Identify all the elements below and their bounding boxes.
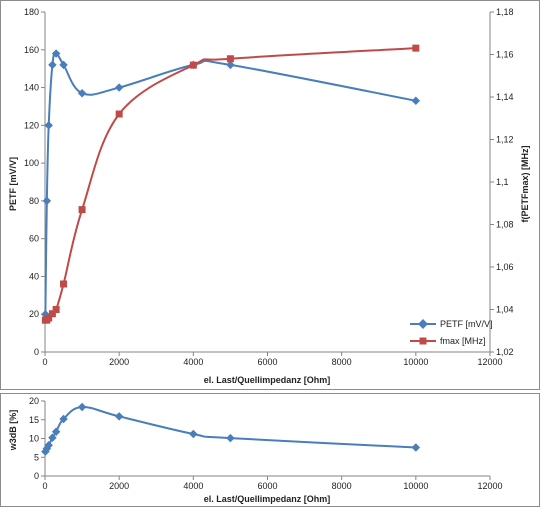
top-y2-axis-title: f(PETFmax) [MHz] xyxy=(520,146,530,223)
top-y-tick-label: 0 xyxy=(34,347,39,357)
top-y-axis-title: PETF [mV/V] xyxy=(8,157,18,211)
top-data-point-petf xyxy=(44,121,53,130)
bottom-x-tick-label: 6000 xyxy=(257,481,277,491)
bottom-data-point-w3db xyxy=(59,414,68,424)
top-y-tick-label: 120 xyxy=(24,120,39,130)
bottom-data-point-w3db xyxy=(189,429,198,439)
top-y-tick-label: 40 xyxy=(29,271,39,281)
top-data-point-fmax xyxy=(45,314,53,322)
bottom-data-point-w3db xyxy=(48,433,57,442)
top-chart-frame xyxy=(0,0,540,390)
top-y2-tick-label: 1,14 xyxy=(496,92,514,102)
legend: PETF [mV/V] fmax [MHz] xyxy=(410,319,493,346)
bottom-x-tick-label: 12000 xyxy=(477,481,502,491)
bottom-x-tick-label: 2000 xyxy=(109,481,129,491)
top-y2-tick-label: 1,02 xyxy=(496,347,514,357)
bottom-x-tick-label: 4000 xyxy=(183,481,203,491)
top-x-tick-label: 2000 xyxy=(109,357,129,367)
top-y-tick-label: 140 xyxy=(24,83,39,93)
top-y2-tick-label: 1,08 xyxy=(496,220,514,230)
bottom-data-point-w3db xyxy=(114,412,124,421)
bottom-data-point-w3db xyxy=(77,402,87,412)
bottom-data-point-w3db xyxy=(226,433,235,443)
bottom-chart-frame xyxy=(0,393,540,507)
top-y2-tick-label: 1,18 xyxy=(496,7,514,17)
top-data-point-fmax xyxy=(78,206,86,214)
bottom-data-point-w3db xyxy=(44,441,53,450)
top-y2-tick-label: 1,1 xyxy=(496,177,509,187)
top-data-point-fmax xyxy=(189,61,197,69)
top-y2-tick-label: 1,12 xyxy=(496,135,514,145)
top-data-point-fmax xyxy=(412,44,420,52)
top-y-tick-label: 160 xyxy=(24,45,39,55)
legend-item-petf: PETF [mV/V] xyxy=(410,319,493,329)
bottom-x-axis-title: el. Last/Quellimpedanz [Ohm] xyxy=(204,494,331,504)
top-data-point-fmax xyxy=(48,310,56,318)
top-data-point-fmax xyxy=(60,280,68,288)
top-data-point-petf xyxy=(51,49,61,58)
top-data-point-petf xyxy=(42,196,52,206)
top-y-tick-label: 60 xyxy=(29,234,39,244)
top-x-axis-title: el. Last/Quellimpedanz [Ohm] xyxy=(204,375,331,385)
top-y2-tick-label: 1,06 xyxy=(496,262,514,272)
top-data-point-fmax xyxy=(52,306,60,313)
top-data-point-petf xyxy=(59,60,68,70)
top-x-tick-label: 0 xyxy=(42,357,47,367)
top-data-point-petf xyxy=(114,83,124,92)
top-x-tick-label: 10000 xyxy=(403,357,428,367)
bottom-x-tick-label: 0 xyxy=(42,481,47,491)
bottom-y-tick-label: 15 xyxy=(29,415,39,425)
legend-item-fmax: fmax [MHz] xyxy=(410,336,486,346)
legend-label-fmax: fmax [MHz] xyxy=(440,336,486,346)
bottom-x-tick-label: 10000 xyxy=(403,481,428,491)
top-data-point-petf xyxy=(77,88,87,98)
top-x-tick-label: 8000 xyxy=(332,357,352,367)
top-y2-tick-label: 1,04 xyxy=(496,305,514,315)
top-x-tick-label: 12000 xyxy=(477,357,502,367)
top-y2-tick-label: 1,16 xyxy=(496,50,514,60)
bottom-y-tick-label: 20 xyxy=(29,396,39,406)
top-y-tick-label: 80 xyxy=(29,196,39,206)
top-y-tick-label: 180 xyxy=(24,7,39,17)
top-y-tick-label: 100 xyxy=(24,158,39,168)
top-data-point-petf xyxy=(48,60,57,70)
bottom-data-point-w3db xyxy=(411,443,421,452)
bottom-y-tick-label: 5 xyxy=(34,452,39,462)
top-data-point-fmax xyxy=(115,110,123,118)
top-series-line-petf xyxy=(44,52,417,315)
top-data-point-petf xyxy=(411,96,421,106)
bottom-data-point-w3db xyxy=(51,427,61,436)
legend-label-petf: PETF [mV/V] xyxy=(440,319,493,329)
bottom-y-tick-label: 10 xyxy=(29,434,39,444)
bottom-x-tick-label: 8000 xyxy=(332,481,352,491)
bottom-y-tick-label: 0 xyxy=(34,471,39,481)
bottom-y-axis-title: w3dB [%] xyxy=(8,410,18,452)
top-x-tick-label: 4000 xyxy=(183,357,203,367)
top-data-point-fmax xyxy=(226,55,234,63)
top-x-tick-label: 6000 xyxy=(257,357,277,367)
top-y-tick-label: 20 xyxy=(29,309,39,319)
